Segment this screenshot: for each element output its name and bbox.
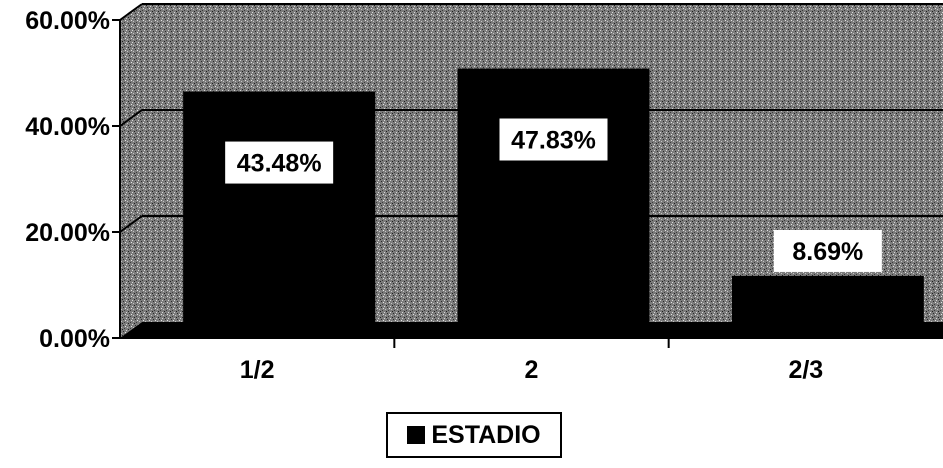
y-tick-label: 40.00% bbox=[25, 113, 110, 141]
labels: 0.00% 20.00% 40.00% 60.00% 1/2 43.48% 2 47.83% 2… bbox=[25, 7, 882, 384]
data-label: 43.48% bbox=[237, 150, 322, 178]
data-label: 8.69% bbox=[792, 238, 863, 266]
data-label-box bbox=[225, 141, 334, 184]
data-label-box bbox=[773, 229, 882, 272]
bar bbox=[731, 275, 924, 322]
data-label: 47.83% bbox=[511, 127, 596, 155]
bar bbox=[183, 91, 376, 322]
legend: ESTADIO bbox=[386, 412, 562, 458]
gridline-depth bbox=[119, 215, 143, 233]
y-tick-label: 20.00% bbox=[25, 219, 110, 247]
gridline-depth bbox=[119, 109, 143, 127]
legend-swatch bbox=[407, 426, 426, 444]
data-label-box bbox=[499, 118, 608, 161]
gridline-depth bbox=[119, 3, 143, 21]
x-tick-label: 2/3 bbox=[788, 356, 823, 384]
legend-label: ESTADIO bbox=[431, 420, 541, 449]
floor bbox=[120, 322, 943, 338]
x-tick-label: 2 bbox=[525, 356, 539, 384]
y-tick-label: 0.00% bbox=[39, 325, 110, 353]
bar bbox=[457, 68, 650, 322]
x-tick-label: 1/2 bbox=[240, 356, 275, 384]
y-tick-label: 60.00% bbox=[25, 7, 110, 35]
bars bbox=[183, 68, 924, 322]
axes bbox=[112, 19, 943, 348]
side-wall bbox=[120, 4, 142, 338]
